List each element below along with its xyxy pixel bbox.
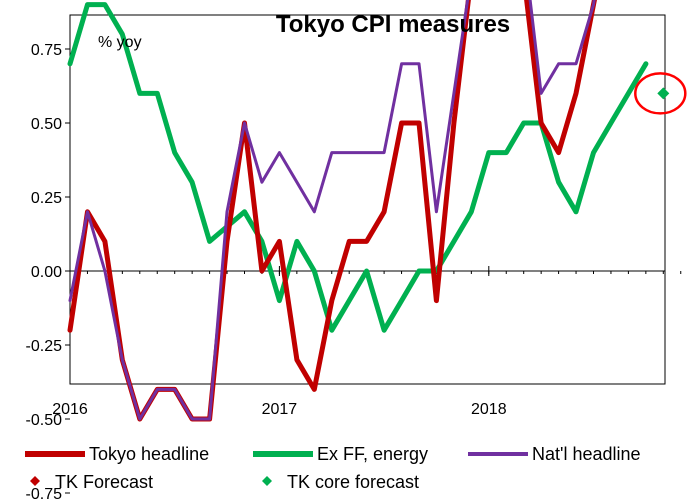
y-tick-label: -0.25: [26, 338, 63, 355]
y-tick-label: 0.75: [31, 42, 62, 59]
y-tick-label: -0.75: [26, 486, 63, 500]
chart-title: Tokyo CPI measures: [276, 11, 510, 38]
forecast-points: [634, 72, 687, 115]
y-tick-label: 0.50: [31, 116, 62, 133]
legend-marker: [262, 476, 272, 486]
tk-core-forecast-marker: [657, 87, 670, 100]
y-tick-label: 0.00: [31, 264, 62, 281]
x-tick-label: 2016: [52, 401, 88, 418]
legend-label: Tokyo headline: [89, 444, 209, 464]
y-tick-label: 0.25: [31, 190, 62, 207]
x-tick-label: 2018: [471, 401, 507, 418]
forecast-highlight-circle: [634, 72, 687, 115]
legend-marker: [30, 476, 40, 486]
unit-label: % yoy: [98, 34, 142, 51]
legend-label: Nat'l headline: [532, 444, 641, 464]
axis-labels: 1.751.501.251.000.750.500.250.00-0.25-0.…: [26, 42, 507, 500]
y-tick-label: -0.50: [26, 412, 63, 429]
series-line-natl-headline: [68, 0, 596, 421]
series-line-ex-ff-energy: [67, 2, 649, 333]
series-lines: [67, 0, 649, 422]
x-tick-label: 2017: [262, 401, 298, 418]
legend-label: TK Forecast: [55, 472, 153, 492]
legend-label: Ex FF, energy: [317, 444, 428, 464]
plot-border: [69, 14, 666, 385]
axes: [65, 14, 682, 494]
legend: Tokyo headline Ex FF, energy Nat'l headlin…: [25, 444, 641, 492]
legend-label: TK core forecast: [287, 472, 419, 492]
